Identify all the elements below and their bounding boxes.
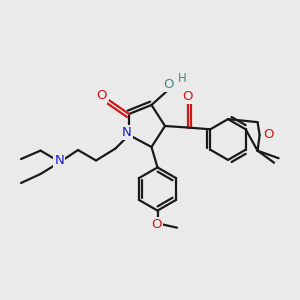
Text: O: O — [163, 78, 173, 92]
Text: H: H — [178, 72, 187, 86]
Text: N: N — [122, 126, 131, 139]
Text: O: O — [152, 218, 162, 231]
Text: N: N — [55, 154, 64, 167]
Text: O: O — [263, 128, 274, 142]
Text: O: O — [182, 90, 193, 104]
Text: O: O — [96, 89, 106, 103]
